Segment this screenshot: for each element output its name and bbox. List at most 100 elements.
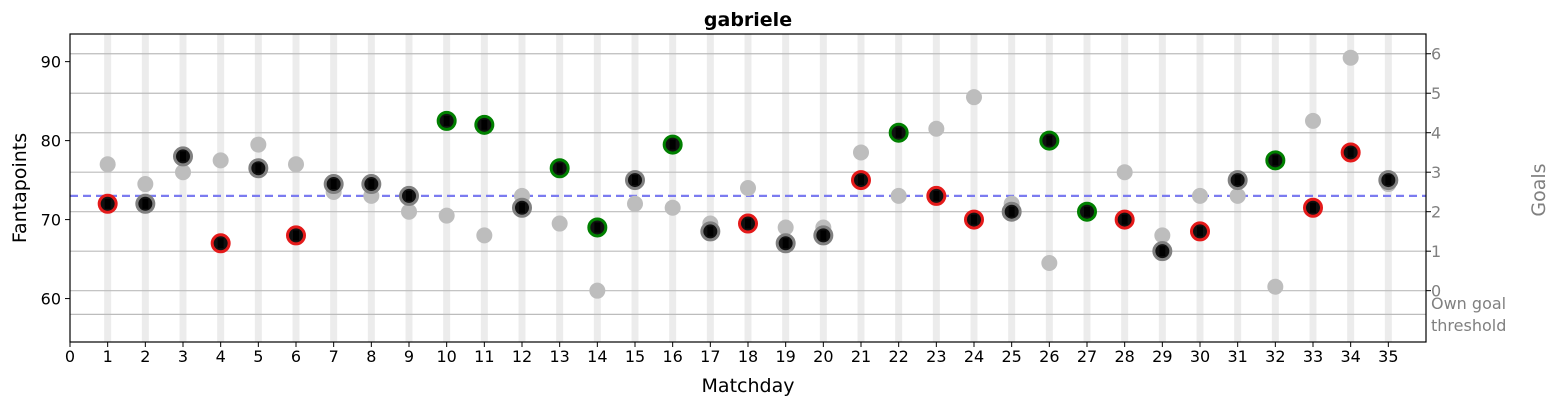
fantapoint-marker (210, 233, 231, 254)
right-axis-ticks: 6 5 4 3 2 1 0 (1426, 45, 1441, 301)
fantapoint-marker (888, 122, 909, 143)
secondary-point (1267, 278, 1284, 295)
y-axis-label: Fantapoints (9, 133, 31, 243)
secondary-points (99, 49, 1397, 299)
secondary-point (853, 144, 869, 161)
x-tick-label: 5 (253, 347, 263, 366)
matchday-band (217, 34, 225, 342)
fantapoint-bar (1121, 214, 1128, 225)
fantapoint-marker (1077, 201, 1097, 222)
fantapoint-bar (556, 163, 563, 174)
matchday-band (1309, 34, 1317, 342)
x-tick-label: 13 (549, 347, 569, 366)
secondary-point (99, 156, 116, 173)
fantapoint-bar (782, 238, 789, 249)
fantapoint-marker (173, 146, 193, 167)
chart-title: gabriele (704, 9, 792, 31)
secondary-point (551, 215, 568, 232)
secondary-point (175, 164, 191, 181)
matchday-band (1271, 34, 1279, 342)
x-tick-label: 30 (1190, 347, 1210, 366)
x-tick-label: 15 (625, 347, 645, 366)
secondary-point (401, 203, 417, 220)
secondary-point (928, 120, 945, 137)
fantapoint-marker (851, 170, 871, 191)
x-tick-label: 24 (964, 347, 984, 366)
right-tick-label: 3 (1431, 163, 1441, 182)
fantapoint-marker (1190, 221, 1210, 242)
secondary-point (589, 282, 606, 299)
x-tick-label: 3 (178, 347, 188, 366)
secondary-point (664, 199, 681, 216)
matchday-band (480, 34, 488, 342)
y-axis-ticks: 60 70 80 90 (41, 53, 70, 309)
matchday-band (1008, 34, 1016, 342)
fantapoint-bar (820, 230, 827, 241)
fantapoint-bar (1008, 206, 1015, 217)
fantapoint-marker (1001, 201, 1022, 222)
secondary-point (1116, 164, 1133, 181)
fantapoint-marker (926, 185, 947, 206)
secondary-point (1041, 255, 1058, 272)
right-tick-label: 0 (1431, 282, 1441, 301)
matchday-band (556, 34, 564, 342)
x-tick-label: 16 (662, 347, 682, 366)
x-tick-label: 35 (1378, 347, 1398, 366)
right-tick-label: 2 (1431, 203, 1441, 222)
right-axis-label: Goals (1528, 163, 1550, 216)
fantapoint-marker (436, 110, 457, 131)
fantapoint-marker (1152, 241, 1173, 262)
fantapoint-bar (669, 139, 676, 150)
secondary-point (627, 195, 643, 212)
matchday-band (782, 34, 790, 342)
matchday-band (970, 34, 978, 342)
fantapoint-marker (813, 225, 834, 246)
fantapoint-bar (217, 238, 224, 249)
matchday-band (1083, 34, 1091, 342)
x-tick-label: 1 (103, 347, 113, 366)
fantapoint-bar (971, 214, 977, 225)
x-tick-label: 14 (587, 347, 607, 366)
x-tick-label: 25 (1001, 347, 1021, 366)
own-goal-label-line1: Own goal (1431, 294, 1506, 313)
secondary-point (438, 207, 455, 224)
fantapoint-marker (625, 170, 645, 191)
fantapoint-bar (1347, 147, 1354, 158)
x-tick-label: 18 (738, 347, 758, 366)
fantapoint-marker (738, 213, 758, 234)
fantapoint-bar (406, 190, 412, 201)
fantapoint-bar (745, 218, 751, 229)
secondary-point (1192, 187, 1208, 204)
fantapoint-marker (135, 193, 156, 214)
x-tick-label: 27 (1077, 347, 1097, 366)
x-tick-label: 9 (404, 347, 414, 366)
secondary-point (890, 187, 907, 204)
fantapoint-marker (248, 158, 269, 179)
x-tick-label: 28 (1114, 347, 1134, 366)
fantapoint-marker (1227, 170, 1248, 191)
fantapoint-bar (1197, 226, 1203, 237)
fantapoint-bar (1084, 206, 1090, 217)
fantapoint-bar (255, 163, 262, 174)
right-tick-label: 6 (1431, 45, 1441, 64)
right-tick-label: 5 (1431, 84, 1441, 103)
x-tick-label: 29 (1152, 347, 1172, 366)
fantapoint-bar (594, 222, 601, 233)
fantapoint-marker (286, 225, 306, 246)
x-tick-label: 10 (436, 347, 456, 366)
fantapoint-marker (549, 158, 570, 179)
y-tick-label: 60 (41, 290, 61, 309)
fantapoint-bar (443, 115, 450, 126)
fantapoint-marker (323, 174, 344, 195)
fantapoint-marker (964, 209, 984, 230)
matchday-band (104, 34, 112, 342)
secondary-point (966, 89, 982, 106)
fantapoint-marker (97, 193, 118, 214)
fantapoint-marker (512, 197, 532, 218)
right-tick-label: 1 (1431, 242, 1441, 261)
x-tick-label: 17 (700, 347, 720, 366)
fantapoint-bar (142, 198, 149, 209)
secondary-point (1305, 112, 1321, 129)
matchday-band (443, 34, 451, 342)
